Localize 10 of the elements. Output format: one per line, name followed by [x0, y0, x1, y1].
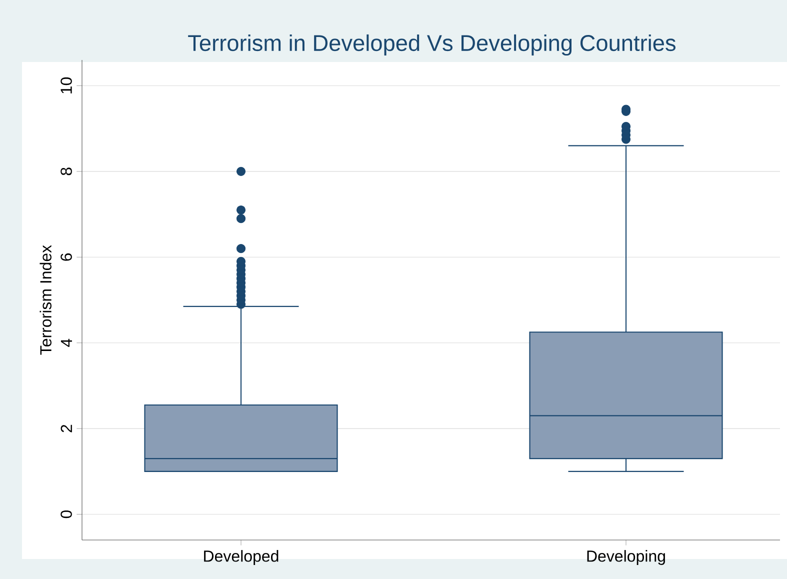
y-tick-label: 4 — [60, 338, 72, 347]
y-tick-label: 6 — [60, 253, 72, 261]
y-tick-label: 10 — [60, 77, 72, 94]
x-tick-label: Developed — [204, 550, 278, 565]
y-tick-label: 0 — [60, 510, 72, 518]
y-tick-label: 2 — [60, 424, 72, 432]
y-tick-label: 8 — [60, 168, 72, 176]
x-tick-label: Developing — [587, 550, 665, 565]
y-axis-title: Terrorism Index — [40, 245, 52, 355]
chart-title: Terrorism in Developed Vs Developing Countries — [188, 34, 676, 56]
